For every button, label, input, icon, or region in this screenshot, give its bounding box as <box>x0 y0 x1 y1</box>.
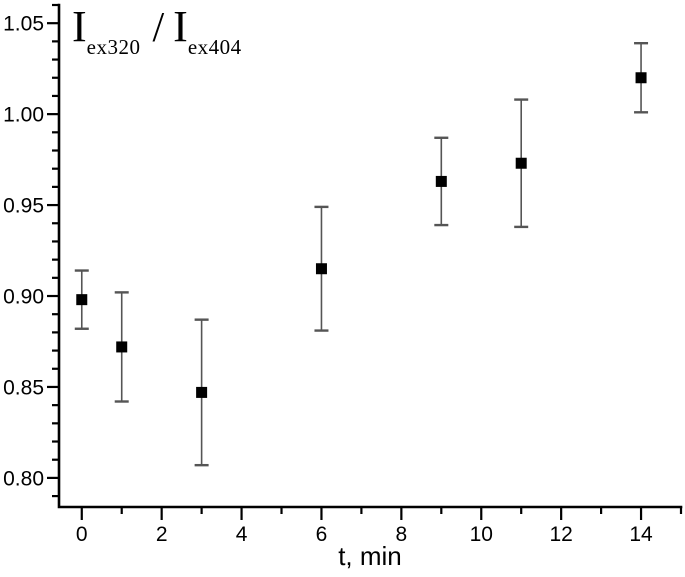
data-points <box>76 72 647 398</box>
annotation-denominator-symbol: I <box>173 2 188 51</box>
intensity-ratio-annotation: Iex320/Iex404 <box>72 5 242 58</box>
y-tick-label: 1.05 <box>3 13 44 36</box>
data-point-marker <box>116 341 128 353</box>
y-tick-label: 0.95 <box>3 195 44 218</box>
data-point-marker <box>635 72 647 84</box>
axes <box>57 3 683 509</box>
annotation-numerator-symbol: I <box>72 2 87 51</box>
x-tick-label: 14 <box>629 523 653 546</box>
data-point-marker <box>76 294 88 306</box>
x-tick-label: 6 <box>316 523 328 546</box>
axis-spines <box>57 3 683 509</box>
x-tick-label: 2 <box>156 523 168 546</box>
y-axis-ticks <box>47 3 59 498</box>
x-tick-label: 12 <box>549 523 572 546</box>
x-tick-label: 4 <box>236 523 248 546</box>
annotation-divider-slash: / <box>152 5 165 51</box>
y-tick-label: 0.80 <box>3 467 44 490</box>
x-tick-label: 8 <box>396 523 408 546</box>
x-axis-title: t, min <box>338 541 402 571</box>
error-bars <box>74 41 649 467</box>
annotation-numerator-subscript: ex320 <box>86 35 141 59</box>
data-point-marker <box>515 157 527 169</box>
data-point-marker <box>196 386 208 398</box>
x-axis-ticks <box>80 507 683 520</box>
x-tick-label: 10 <box>470 523 493 546</box>
x-axis-tick-labels: 0 2 4 6 8 10 12 14 <box>76 523 653 546</box>
y-tick-label: 1.00 <box>3 104 44 127</box>
x-tick-label: 0 <box>76 523 88 546</box>
data-point-marker <box>435 175 447 187</box>
y-tick-label: 0.85 <box>3 376 44 399</box>
annotation-denominator-subscript: ex404 <box>187 35 242 59</box>
y-axis-tick-labels: 0.80 0.85 0.90 0.95 1.00 1.05 <box>3 13 44 491</box>
y-tick-label: 0.90 <box>3 286 44 309</box>
data-point-marker <box>315 263 327 275</box>
